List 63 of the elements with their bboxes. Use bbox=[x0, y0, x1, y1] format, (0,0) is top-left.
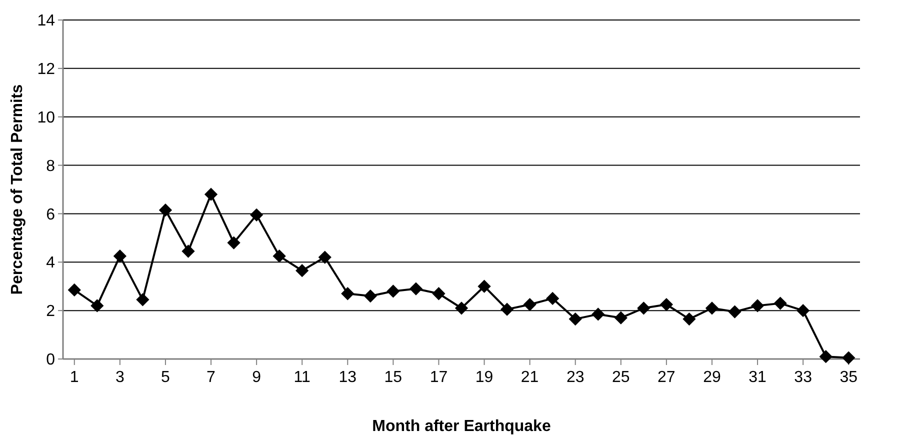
point bbox=[432, 287, 446, 300]
point bbox=[682, 312, 696, 326]
x-tick-label: 23 bbox=[566, 369, 584, 386]
point bbox=[637, 302, 650, 315]
y-tick-label: 0 bbox=[46, 352, 56, 369]
x-tick-label: 19 bbox=[475, 369, 494, 386]
point bbox=[409, 282, 423, 296]
point bbox=[728, 305, 742, 318]
point bbox=[478, 280, 491, 293]
point bbox=[204, 188, 218, 201]
x-tick-label: 27 bbox=[658, 369, 676, 386]
point bbox=[568, 312, 582, 326]
x-tick-label: 3 bbox=[115, 369, 124, 386]
x-tick-label: 21 bbox=[520, 369, 539, 386]
point bbox=[386, 284, 400, 298]
x-tick-label: 31 bbox=[748, 369, 767, 386]
point bbox=[796, 304, 810, 318]
point bbox=[318, 250, 332, 264]
point bbox=[113, 250, 126, 263]
point bbox=[705, 302, 719, 315]
point bbox=[341, 287, 354, 300]
x-tick-label: 1 bbox=[70, 369, 79, 386]
point bbox=[227, 236, 240, 250]
y-tick-label: 6 bbox=[46, 206, 56, 224]
point bbox=[819, 350, 832, 364]
x-tick-label: 33 bbox=[794, 369, 812, 386]
point bbox=[90, 299, 104, 312]
point bbox=[546, 292, 560, 306]
x-tick-label: 17 bbox=[430, 369, 448, 386]
y-axis-title: Percentage of Total Permits bbox=[9, 84, 26, 295]
point bbox=[296, 264, 309, 278]
point bbox=[523, 298, 536, 312]
point bbox=[750, 299, 764, 312]
point bbox=[68, 283, 81, 297]
point bbox=[454, 302, 468, 315]
y-tick-label: 4 bbox=[46, 254, 56, 272]
point bbox=[774, 296, 787, 310]
point bbox=[614, 311, 628, 324]
x-tick-label: 9 bbox=[252, 369, 262, 386]
x-tick-label: 5 bbox=[161, 369, 170, 386]
point bbox=[250, 208, 264, 222]
point bbox=[158, 204, 172, 217]
x-tick-label: 15 bbox=[384, 369, 402, 386]
y-tick-label: 10 bbox=[37, 109, 56, 126]
point bbox=[182, 244, 195, 258]
point bbox=[364, 289, 377, 303]
y-tick-label: 8 bbox=[46, 158, 56, 175]
point bbox=[272, 250, 286, 263]
point bbox=[500, 302, 514, 316]
x-tick-label: 29 bbox=[703, 369, 721, 386]
x-tick-label: 25 bbox=[612, 369, 630, 386]
x-tick-label: 35 bbox=[840, 369, 858, 386]
x-tick-label: 7 bbox=[206, 369, 216, 386]
point bbox=[842, 351, 856, 364]
x-tick-label: 11 bbox=[294, 369, 311, 386]
y-tick-label: 14 bbox=[37, 12, 56, 30]
y-tick-label: 12 bbox=[37, 61, 56, 78]
point bbox=[660, 298, 674, 312]
x-tick-label: 13 bbox=[338, 369, 357, 386]
point bbox=[136, 293, 150, 306]
y-tick-label: 2 bbox=[46, 303, 56, 320]
x-axis-title: Month after Earthquake bbox=[372, 418, 551, 435]
point bbox=[592, 308, 605, 321]
